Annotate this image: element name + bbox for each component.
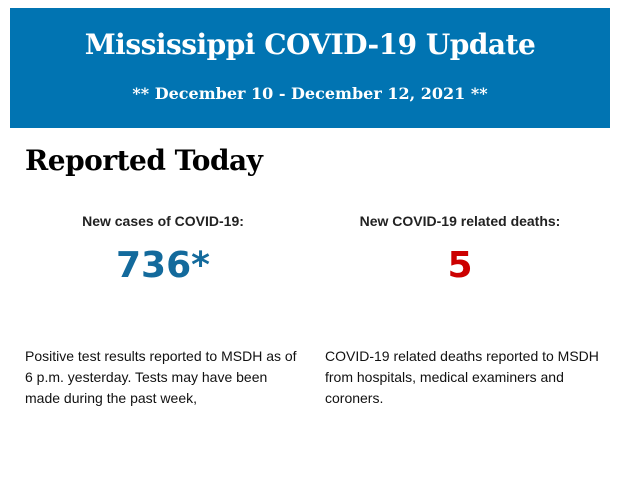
- new-cases-label: New cases of COVID-19:: [82, 213, 244, 229]
- new-deaths-label: New COVID-19 related deaths:: [359, 213, 561, 229]
- new-deaths-value: 5: [447, 245, 473, 286]
- deaths-note: COVID-19 related deaths reported to MSDH…: [325, 348, 599, 406]
- cases-note: Positive test results reported to MSDH a…: [25, 348, 297, 406]
- new-cases-value: 736*: [116, 245, 210, 286]
- date-range: ** December 10 - December 12, 2021 **: [132, 84, 488, 103]
- page-title: Mississippi COVID-19 Update: [84, 28, 536, 61]
- section-title: Reported Today: [25, 144, 263, 177]
- header-banner: Mississippi COVID-19 Update ** December …: [10, 8, 610, 128]
